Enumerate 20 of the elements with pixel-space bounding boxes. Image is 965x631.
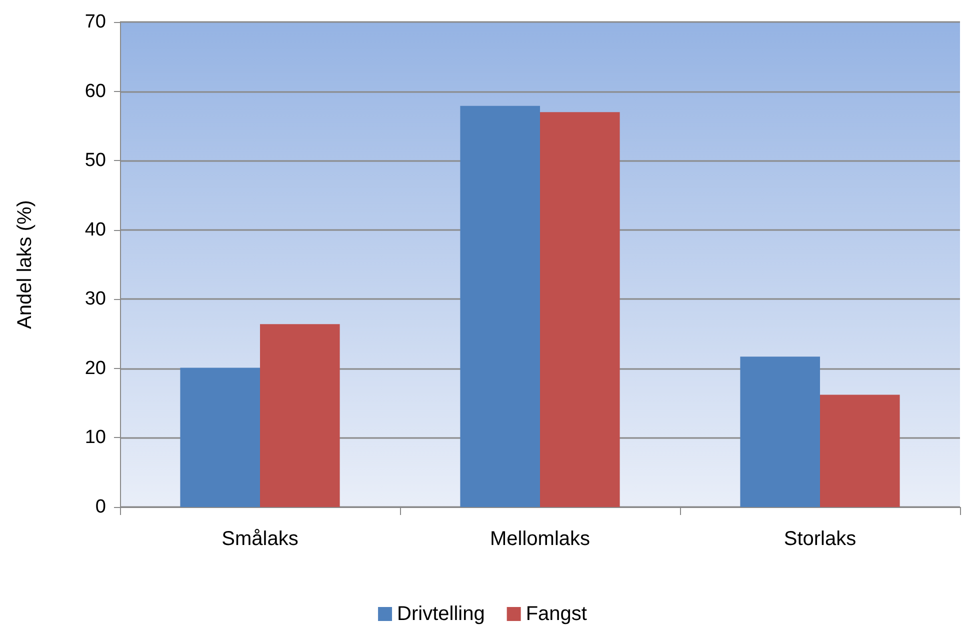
y-tick-label: 70 [84, 12, 106, 32]
bar [180, 368, 260, 507]
legend-label: Drivtelling [397, 603, 485, 625]
y-tick-label: 50 [84, 150, 106, 172]
x-tick-label: Mellomlaks [490, 528, 590, 550]
y-axis-title: Andel laks (%) [14, 200, 36, 329]
legend-label: Fangst [526, 603, 588, 625]
y-tick-label: 0 [95, 496, 106, 518]
y-tick-label: 40 [84, 219, 106, 240]
bar [540, 112, 620, 507]
x-tick-label: Smålaks [222, 528, 298, 550]
x-tick-label: Storlaks [784, 528, 856, 550]
bar [740, 356, 820, 507]
y-tick-label: 20 [84, 358, 106, 379]
y-tick-label: 60 [84, 80, 106, 102]
y-tick-label: 10 [84, 427, 106, 448]
bar [820, 394, 900, 507]
y-tick-label: 30 [84, 288, 106, 310]
bar [260, 324, 340, 507]
bar [460, 106, 540, 507]
